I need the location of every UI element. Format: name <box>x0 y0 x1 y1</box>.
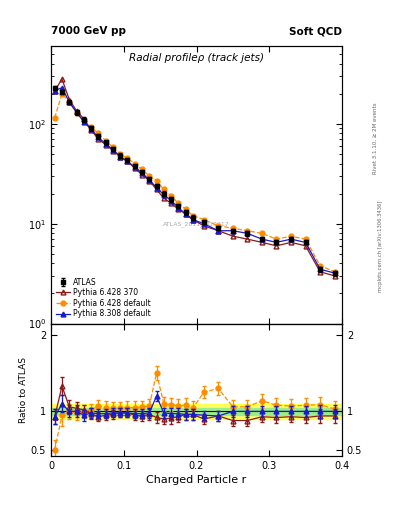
Text: 7000 GeV pp: 7000 GeV pp <box>51 27 126 36</box>
X-axis label: Charged Particle r: Charged Particle r <box>146 475 247 485</box>
Legend: ATLAS, Pythia 6.428 370, Pythia 6.428 default, Pythia 8.308 default: ATLAS, Pythia 6.428 370, Pythia 6.428 de… <box>55 276 152 319</box>
Bar <box>51 404 342 419</box>
Y-axis label: Ratio to ATLAS: Ratio to ATLAS <box>19 357 28 422</box>
Bar <box>51 408 342 415</box>
Text: Rivet 3.1.10, ≥ 2M events: Rivet 3.1.10, ≥ 2M events <box>373 102 378 174</box>
Text: ATLAS_2011_I919017: ATLAS_2011_I919017 <box>163 221 230 226</box>
Text: Soft QCD: Soft QCD <box>289 27 342 36</box>
Text: Radial profileρ (track jets): Radial profileρ (track jets) <box>129 53 264 63</box>
Text: mcplots.cern.ch [arXiv:1306.3436]: mcplots.cern.ch [arXiv:1306.3436] <box>378 200 383 291</box>
